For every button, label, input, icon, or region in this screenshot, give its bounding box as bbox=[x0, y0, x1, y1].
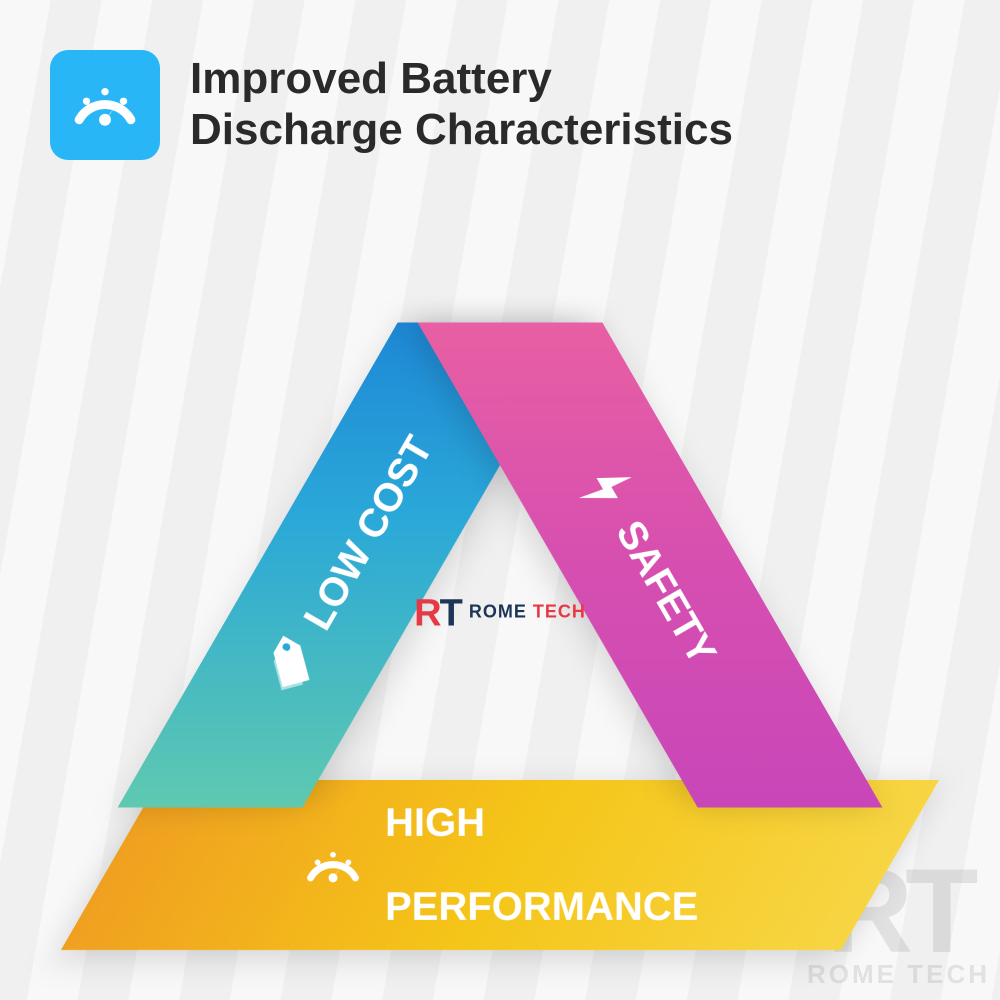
gauge-icon bbox=[301, 833, 365, 897]
gauge-icon bbox=[50, 50, 160, 160]
benefits-triangle: HIGH PERFORMANCE LOW COST SAFETY RT bbox=[100, 240, 900, 960]
ribbon-safety: SAFETY bbox=[418, 323, 883, 808]
center-brand-logo: RT ROME TECH bbox=[414, 593, 586, 636]
ribbon-bottom-label: HIGH PERFORMANCE bbox=[385, 760, 698, 970]
bolt-icon bbox=[570, 455, 641, 523]
title-line-2: Discharge Characteristics bbox=[190, 105, 733, 156]
title-line-1: Improved Battery bbox=[190, 54, 733, 105]
page-title: Improved Battery Discharge Characteristi… bbox=[190, 54, 733, 155]
ribbon-right-label: SAFETY bbox=[607, 513, 725, 672]
price-tag-icon bbox=[253, 628, 329, 704]
header: Improved Battery Discharge Characteristi… bbox=[50, 50, 733, 160]
